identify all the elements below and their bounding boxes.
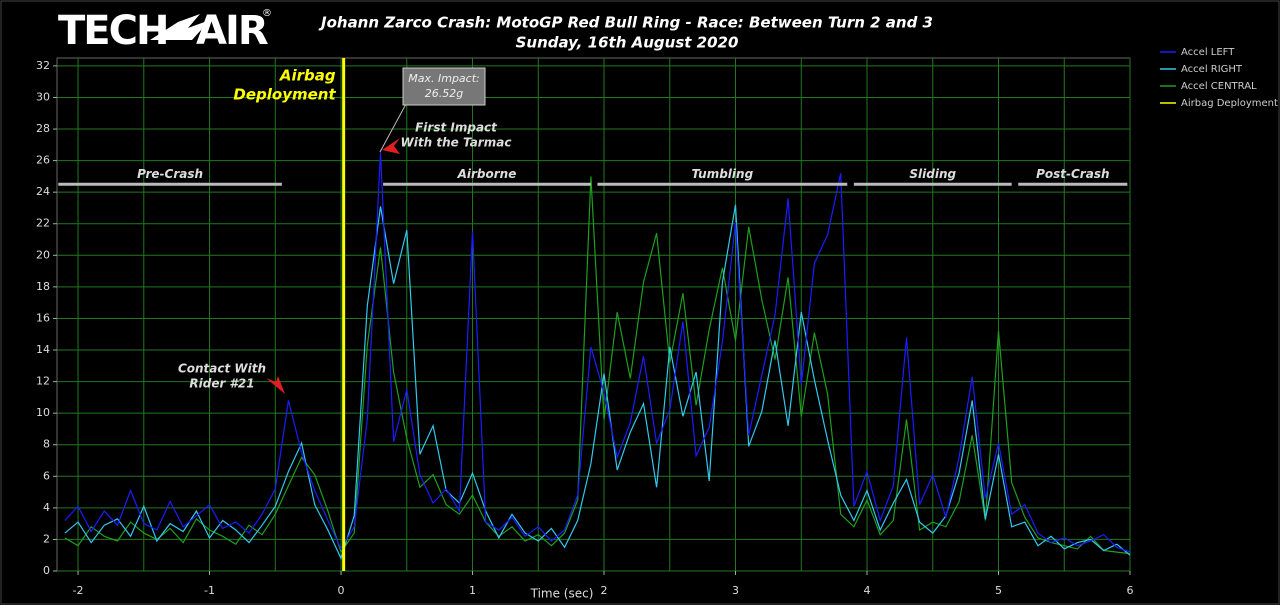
x-tick-label: -2 — [73, 584, 84, 597]
phase-label: Airborne — [457, 167, 517, 181]
callout-box — [402, 67, 486, 106]
logo-swoosh — [150, 14, 210, 40]
series-line — [64, 204, 1131, 561]
y-tick-label: 10 — [36, 406, 50, 419]
y-tick-label: 0 — [43, 564, 50, 577]
callout-text: 26.52g — [425, 87, 463, 100]
y-tick-label: 30 — [36, 90, 50, 103]
legend-label: Accel RIGHT — [1181, 64, 1243, 75]
callout-text: First Impact — [415, 121, 498, 135]
y-tick-label: 2 — [43, 532, 50, 545]
y-tick-label: 28 — [36, 122, 50, 135]
x-tick-label: 2 — [601, 584, 608, 597]
logo-text: TECH — [58, 8, 167, 54]
series-line — [64, 176, 1131, 555]
chart-title: Johann Zarco Crash: MotoGP Red Bull Ring… — [318, 14, 933, 32]
annotation: Deployment — [233, 86, 336, 104]
x-tick-label: 6 — [1127, 584, 1134, 597]
y-tick-label: 6 — [43, 469, 50, 482]
x-tick-label: 5 — [995, 584, 1002, 597]
phase-label: Tumbling — [692, 167, 754, 181]
x-tick-label: 1 — [469, 584, 476, 597]
arrow — [266, 376, 285, 394]
legend-label: Airbag Deployment — [1181, 98, 1278, 109]
callout-leader — [379, 103, 407, 153]
logo-text: AIR — [196, 8, 268, 54]
phase-label: Pre-Crash — [137, 167, 203, 181]
y-tick-label: 16 — [36, 311, 50, 324]
plot-area — [56, 57, 1131, 572]
legend-label: Accel CENTRAL — [1181, 81, 1257, 92]
x-tick-label: -1 — [204, 584, 215, 597]
x-axis-label: Time (sec) — [530, 587, 594, 601]
y-tick-label: 20 — [36, 248, 50, 261]
legend-label: Accel LEFT — [1181, 47, 1235, 58]
callout-text: Rider #21 — [189, 377, 254, 391]
arrow — [382, 138, 400, 154]
x-tick-label: 4 — [864, 584, 871, 597]
callout-text: With the Tarmac — [401, 136, 512, 150]
y-tick-label: 4 — [43, 501, 50, 514]
y-tick-label: 26 — [36, 154, 50, 167]
x-tick-label: 3 — [732, 584, 739, 597]
x-tick-label: 0 — [338, 584, 345, 597]
callout-text: Contact With — [178, 362, 266, 376]
callout-text: Max. Impact: — [408, 72, 479, 85]
y-tick-label: 18 — [36, 280, 50, 293]
chart-subtitle: Sunday, 16th August 2020 — [516, 34, 739, 52]
y-tick-label: 12 — [36, 375, 50, 388]
logo-mark: ® — [262, 8, 272, 19]
phase-label: Post-Crash — [1036, 167, 1109, 181]
y-tick-label: 24 — [36, 185, 50, 198]
phase-label: Sliding — [909, 167, 956, 181]
y-tick-label: 22 — [36, 217, 50, 230]
y-tick-label: 14 — [36, 343, 50, 356]
series-line — [64, 152, 1131, 553]
annotation: Airbag — [279, 67, 336, 85]
y-tick-label: 8 — [43, 438, 50, 451]
y-tick-label: 32 — [36, 59, 50, 72]
